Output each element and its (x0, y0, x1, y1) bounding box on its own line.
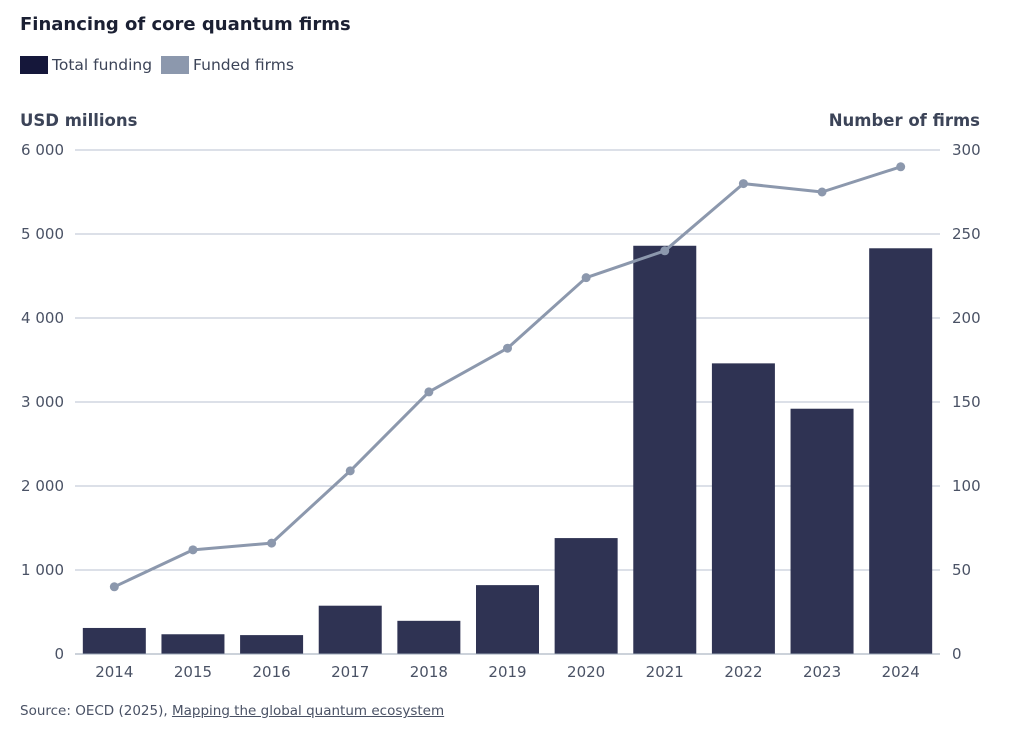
legend-label-funded-firms: Funded firms (193, 56, 294, 74)
legend-item-total-funding[interactable]: Total funding (20, 56, 152, 74)
y-tick-label-left: 1 000 (21, 561, 64, 579)
y-tick-label-right: 300 (952, 141, 981, 159)
funded-firms-point (188, 545, 198, 555)
funded-firms-point (345, 466, 355, 476)
y-tick-label-left: 4 000 (21, 309, 64, 327)
legend-item-funded-firms[interactable]: Funded firms (161, 56, 294, 74)
bar (161, 634, 225, 654)
bar (476, 585, 539, 654)
y-axis-title-right: Number of firms (828, 111, 980, 130)
source-note: Source: OECD (2025), Mapping the global … (20, 703, 444, 719)
x-tick-label: 2020 (567, 663, 605, 681)
x-tick-label: 2015 (174, 663, 212, 681)
y-axis-title-left: USD millions (20, 111, 138, 130)
funded-firms-point (738, 179, 748, 189)
x-tick-label: 2024 (882, 663, 920, 681)
y-tick-label-left: 2 000 (21, 477, 64, 495)
x-tick-label: 2021 (646, 663, 684, 681)
y-tick-label-right: 50 (952, 561, 971, 579)
y-tick-label-left: 0 (54, 645, 64, 663)
bar (397, 620, 461, 654)
bar (240, 635, 304, 654)
y-tick-label-left: 3 000 (21, 393, 64, 411)
funded-firms-point (817, 187, 827, 197)
legend: Total funding Funded firms (20, 56, 303, 74)
funded-firms-point (267, 538, 277, 548)
y-tick-label-left: 6 000 (21, 141, 64, 159)
x-tick-label: 2016 (252, 663, 290, 681)
legend-label-total-funding: Total funding (52, 56, 153, 74)
funded-firms-point (109, 582, 119, 592)
bar (790, 408, 854, 654)
source-prefix: Source: OECD (2025), (20, 703, 172, 719)
y-tick-label-left: 5 000 (21, 225, 64, 243)
x-tick-label: 2018 (410, 663, 448, 681)
chart-title: Financing of core quantum firms (20, 14, 351, 35)
x-tick-label: 2023 (803, 663, 841, 681)
y-tick-label-right: 100 (952, 477, 981, 495)
bar (711, 363, 775, 654)
source-link[interactable]: Mapping the global quantum ecosystem (171, 703, 445, 719)
x-tick-label: 2017 (331, 663, 369, 681)
y-tick-label-right: 0 (952, 645, 962, 663)
bar (633, 245, 697, 654)
x-tick-label: 2019 (488, 663, 526, 681)
bar (869, 248, 933, 654)
funded-firms-point (581, 273, 591, 283)
funded-firms-point (503, 343, 512, 353)
x-tick-label: 2022 (724, 663, 762, 681)
x-tick-label: 2014 (95, 663, 133, 681)
bar (554, 538, 618, 654)
bar (82, 627, 146, 654)
y-tick-label-right: 200 (952, 309, 981, 327)
funded-firms-point (424, 387, 434, 397)
y-tick-label-right: 250 (952, 225, 981, 243)
legend-swatch-total-funding (20, 56, 48, 74)
funded-firms-line (113, 165, 902, 589)
funded-firms-point (660, 246, 670, 256)
bar (318, 605, 382, 654)
y-tick-label-right: 150 (952, 393, 981, 411)
legend-swatch-funded-firms (161, 56, 190, 74)
funded-firms-point (896, 162, 906, 172)
